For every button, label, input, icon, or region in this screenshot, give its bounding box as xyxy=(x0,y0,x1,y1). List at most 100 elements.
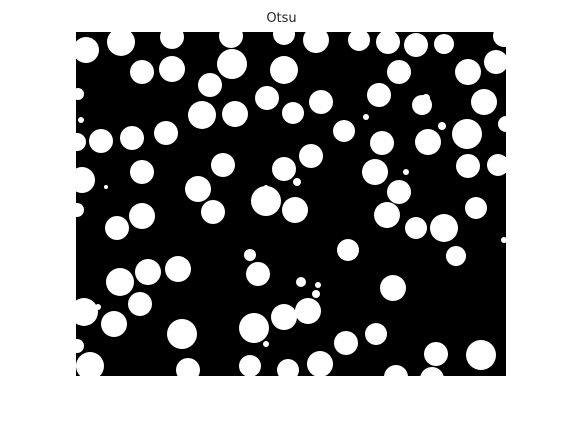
blob xyxy=(217,49,247,79)
blob xyxy=(312,290,320,298)
blob xyxy=(76,203,84,217)
blob xyxy=(438,122,446,130)
blob xyxy=(160,32,184,49)
blob xyxy=(273,32,295,45)
blob xyxy=(270,56,298,84)
blob xyxy=(365,323,387,345)
binary-mask-svg xyxy=(76,32,506,376)
blob xyxy=(211,153,235,177)
blob xyxy=(434,34,454,54)
blob xyxy=(107,32,135,56)
blob xyxy=(201,200,225,224)
blob xyxy=(466,340,496,370)
binary-image xyxy=(76,32,506,376)
blob xyxy=(493,32,506,47)
blob xyxy=(89,129,113,153)
blob xyxy=(501,237,506,243)
blob xyxy=(222,101,248,127)
blob xyxy=(420,367,444,376)
figure-title: Otsu xyxy=(266,11,297,26)
blob xyxy=(309,90,333,114)
blob xyxy=(334,331,358,355)
blob xyxy=(446,246,466,266)
blob xyxy=(255,86,279,110)
blob xyxy=(296,277,306,287)
blob xyxy=(374,202,400,228)
blob xyxy=(176,358,200,376)
blob xyxy=(198,73,222,97)
blob xyxy=(465,197,487,219)
blob xyxy=(452,119,482,149)
blob xyxy=(404,33,428,57)
blob xyxy=(129,203,155,229)
blob xyxy=(246,262,270,286)
blob xyxy=(105,216,129,240)
blob xyxy=(380,275,406,301)
blob xyxy=(471,89,497,115)
blob xyxy=(363,114,369,120)
blob xyxy=(307,351,333,376)
blob xyxy=(130,60,154,84)
blob xyxy=(128,292,152,316)
blob xyxy=(299,144,323,168)
blob xyxy=(104,185,108,189)
blob xyxy=(239,313,269,343)
blob xyxy=(167,319,197,349)
blob xyxy=(263,341,269,347)
blob xyxy=(159,56,185,82)
blob xyxy=(76,133,86,151)
blob xyxy=(367,83,391,107)
blob xyxy=(348,32,370,51)
blob xyxy=(424,342,448,366)
blob xyxy=(76,37,99,63)
blob xyxy=(95,304,101,310)
blob xyxy=(282,102,304,124)
blob xyxy=(487,154,506,176)
blob xyxy=(303,32,329,53)
blob xyxy=(264,185,268,189)
blob xyxy=(251,186,281,216)
blob xyxy=(315,282,321,288)
blob xyxy=(403,169,409,175)
blob xyxy=(456,154,480,178)
blob xyxy=(76,167,95,193)
blob xyxy=(337,239,359,261)
blob xyxy=(293,178,301,186)
blob xyxy=(484,50,506,74)
blob xyxy=(405,217,427,239)
blob xyxy=(185,176,211,202)
blob xyxy=(239,355,261,376)
blob xyxy=(76,339,84,353)
blob xyxy=(277,359,299,376)
blob xyxy=(422,94,430,102)
blob xyxy=(271,304,297,330)
blob xyxy=(76,88,84,100)
blob xyxy=(387,60,411,84)
blob xyxy=(76,352,104,376)
blob xyxy=(282,197,308,223)
blob xyxy=(244,249,256,261)
blob xyxy=(455,59,481,85)
blob xyxy=(362,159,388,185)
blob xyxy=(154,121,178,145)
blob xyxy=(415,129,441,155)
blob xyxy=(120,126,144,150)
blob xyxy=(78,117,84,123)
blob xyxy=(387,180,411,204)
blob xyxy=(430,214,458,242)
blob xyxy=(333,120,355,142)
blob xyxy=(219,32,243,48)
blob xyxy=(376,32,400,54)
blob xyxy=(76,298,98,326)
blob xyxy=(295,298,321,324)
blob xyxy=(101,311,127,337)
blob xyxy=(106,268,134,296)
blob xyxy=(165,256,191,282)
blob xyxy=(370,131,394,155)
blob xyxy=(498,116,506,132)
blob xyxy=(188,101,216,129)
blob xyxy=(384,365,408,376)
blob xyxy=(272,157,296,181)
blob xyxy=(130,160,154,184)
blob xyxy=(135,259,161,285)
